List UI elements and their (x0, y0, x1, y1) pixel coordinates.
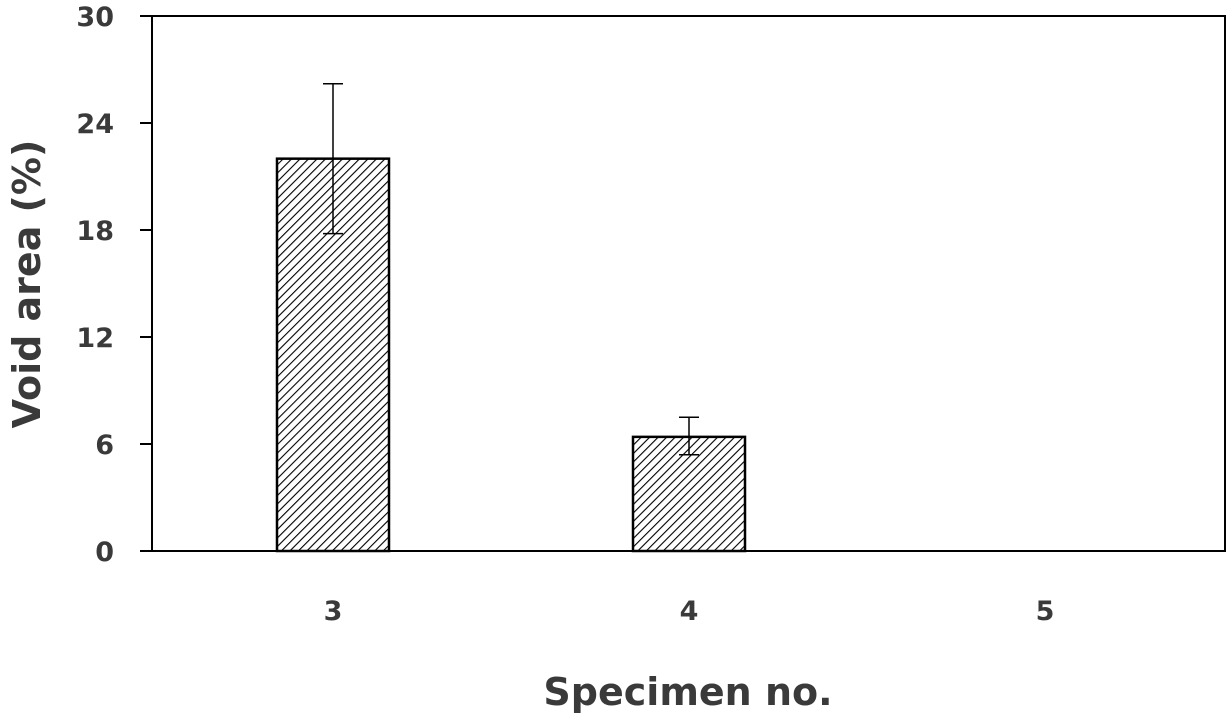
bars (275, 157, 747, 553)
y-axis-title: Void area (%) (5, 140, 49, 429)
x-tick-label: 5 (1036, 596, 1055, 627)
error-bar-specimen-4 (679, 416, 699, 456)
y-tick-label: 24 (76, 109, 114, 140)
x-tick-label: 4 (680, 596, 699, 627)
y-tick-label: 12 (76, 323, 114, 354)
bar-specimen-4 (631, 435, 747, 553)
error-bar-specimen-3 (323, 83, 343, 235)
error-bars (323, 83, 699, 456)
y-tick-label: 6 (95, 430, 114, 461)
y-axis-tick-labels: 0 6 12 18 24 30 (76, 2, 114, 568)
y-tick-label: 0 (95, 537, 114, 568)
x-axis-tick-labels: 3 4 5 (324, 596, 1055, 627)
y-tick-label: 30 (76, 2, 114, 33)
y-tick-label: 18 (76, 216, 114, 247)
x-tick-label: 3 (324, 596, 343, 627)
x-axis-title: Specimen no. (543, 670, 832, 714)
y-axis-ticks (140, 15, 152, 552)
